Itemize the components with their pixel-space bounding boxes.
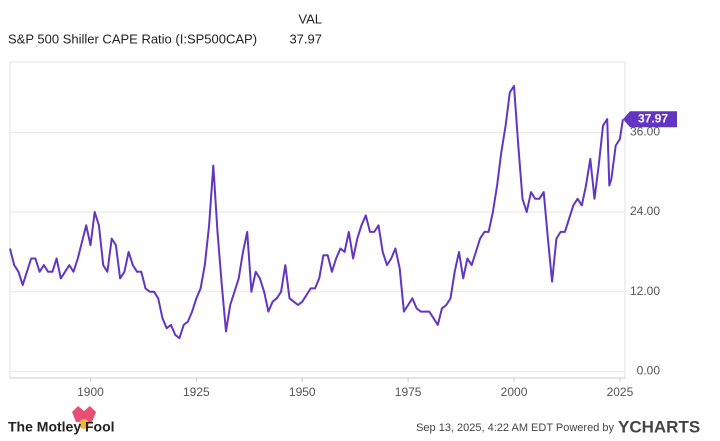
x-tick-label: 2000 bbox=[501, 385, 528, 399]
x-tick-label: 2025 bbox=[607, 385, 634, 399]
y-tick-label: 12.00 bbox=[630, 284, 660, 298]
x-tick-label: 1900 bbox=[77, 385, 104, 399]
legend-entry: S&P 500 Shiller CAPE Ratio (I:SP500CAP) bbox=[8, 31, 257, 46]
plot-frame bbox=[9, 61, 626, 379]
last-value-badge bbox=[623, 111, 677, 128]
x-tick-label: 1950 bbox=[289, 385, 316, 399]
y-tick-label: 0.00 bbox=[637, 364, 661, 378]
current-value: 37.97 bbox=[289, 31, 322, 46]
brand: The Motley Fool bbox=[8, 419, 115, 435]
last-value-label: 37.97 bbox=[638, 111, 668, 125]
x-tick-label: 1975 bbox=[395, 385, 422, 399]
line-series bbox=[9, 84, 624, 340]
value-header: VAL bbox=[298, 11, 322, 26]
y-tick-label: 24.00 bbox=[630, 204, 660, 218]
x-tick-label: 1925 bbox=[183, 385, 210, 399]
provider: YCHARTS bbox=[618, 417, 700, 436]
timestamp: Sep 13, 2025, 4:22 AM EDT Powered by bbox=[416, 422, 614, 434]
y-tick-label: 36.00 bbox=[630, 125, 660, 139]
logo bbox=[72, 406, 96, 429]
